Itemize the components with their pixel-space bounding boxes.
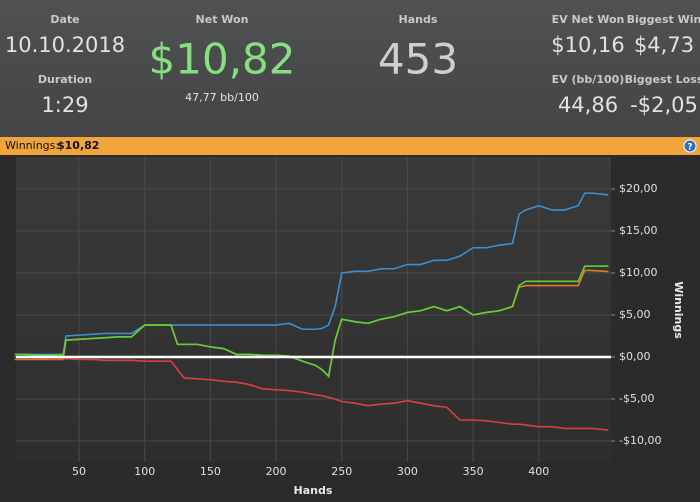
title-bar bbox=[0, 137, 700, 155]
series-line bbox=[14, 192, 609, 356]
y-tick-label: $10,00 bbox=[619, 266, 658, 279]
value: 10.10.2018 bbox=[5, 33, 125, 57]
plot-area bbox=[16, 157, 611, 462]
label: Hands bbox=[399, 13, 438, 26]
label: EV (bb/100) bbox=[552, 73, 625, 86]
x-tick-label: 350 bbox=[463, 465, 484, 478]
x-tick-label: 100 bbox=[134, 465, 155, 478]
label: Biggest Loss bbox=[625, 73, 700, 86]
y-tick-label: $20,00 bbox=[619, 182, 658, 195]
label: EV Net Won bbox=[552, 13, 625, 26]
value: 47,77 bb/100 bbox=[185, 91, 259, 104]
label: Net Won bbox=[196, 13, 249, 26]
y-tick-label: $5,00 bbox=[619, 308, 651, 321]
x-tick-label: 400 bbox=[528, 465, 549, 478]
x-tick-label: 200 bbox=[266, 465, 287, 478]
value: $10,16 bbox=[551, 33, 624, 57]
help-icon[interactable] bbox=[683, 139, 697, 153]
y-tick-label: $15,00 bbox=[619, 224, 658, 237]
y-tick-label: $0,00 bbox=[619, 350, 651, 363]
value: $10,82 bbox=[149, 35, 296, 84]
value: $4,73 bbox=[634, 33, 694, 57]
value: 453 bbox=[378, 35, 458, 84]
value: 44,86 bbox=[558, 93, 618, 117]
y-tick-label: -$5,00 bbox=[619, 392, 654, 405]
label: Date bbox=[50, 13, 79, 26]
header bbox=[0, 0, 700, 137]
value: 1:29 bbox=[41, 93, 88, 117]
y-axis-label: Winnings bbox=[672, 281, 685, 339]
y-tick-label: -$10,00 bbox=[619, 434, 661, 447]
x-axis-label: Hands bbox=[294, 484, 333, 497]
x-tick-label: 50 bbox=[72, 465, 86, 478]
series-line bbox=[14, 356, 609, 431]
label: Duration bbox=[38, 73, 92, 86]
bar-value: $10,82 bbox=[57, 139, 99, 152]
series-line bbox=[14, 265, 609, 378]
label: Biggest Win bbox=[627, 13, 700, 26]
x-tick-label: 300 bbox=[397, 465, 418, 478]
x-tick-label: 250 bbox=[331, 465, 352, 478]
bar-label: Winnings: bbox=[5, 139, 59, 152]
value: -$2,05 bbox=[630, 93, 698, 117]
x-tick-label: 150 bbox=[200, 465, 221, 478]
help-text[interactable]: ? bbox=[687, 143, 692, 153]
